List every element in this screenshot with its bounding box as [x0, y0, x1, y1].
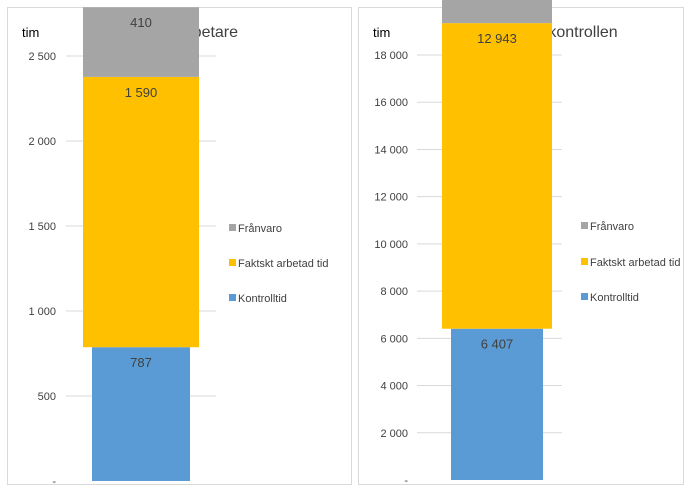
bar-segment-kontrolltid [92, 347, 190, 481]
y-tick-label: 10 000 [374, 239, 408, 251]
y-axis-unit: tim [373, 25, 390, 40]
y-tick-label: 1 000 [28, 306, 56, 318]
y-axis-unit: tim [22, 25, 39, 40]
legend-swatch [581, 293, 588, 300]
bar-segment-faktskt-arbetad-tid [83, 76, 199, 348]
data-label: 1 590 [125, 85, 158, 100]
data-label: 12 943 [477, 31, 517, 46]
legend-label: Faktskt arbetad tid [590, 257, 681, 269]
legend-label: Frånvaro [590, 221, 634, 233]
y-tick-label: 16 000 [374, 97, 408, 109]
bar-segment-faktskt-arbetad-tid [442, 23, 552, 329]
data-label: 410 [130, 15, 152, 30]
legend-swatch [581, 222, 588, 229]
y-tick-label: 500 [38, 391, 56, 403]
y-tick-label: 6 000 [380, 333, 408, 345]
y-tick-label: 12 000 [374, 192, 408, 204]
y-tick-label: 2 500 [28, 51, 56, 63]
bar-segment-frånvaro [83, 7, 199, 77]
legend-swatch [229, 224, 236, 231]
y-tick-label: 14 000 [374, 144, 408, 156]
bar-segment-kontrolltid [451, 328, 543, 480]
data-label: 787 [130, 355, 152, 370]
y-tick-label: - [404, 475, 408, 487]
y-tick-label: - [52, 476, 56, 487]
legend-label: Frånvaro [238, 223, 282, 235]
y-tick-label: 2 000 [380, 428, 408, 440]
legend-swatch [581, 258, 588, 265]
legend-swatch [229, 294, 236, 301]
y-tick-label: 2 000 [28, 136, 56, 148]
y-tick-label: 8 000 [380, 286, 408, 298]
legend-swatch [229, 259, 236, 266]
legend-label: Kontrolltid [590, 292, 639, 304]
legend-label: Kontrolltid [238, 293, 287, 305]
y-tick-label: 1 500 [28, 221, 56, 233]
data-label: 6 407 [481, 337, 514, 352]
bar-segment-frånvaro [442, 0, 552, 24]
legend-label: Faktskt arbetad tid [238, 258, 329, 270]
y-tick-label: 18 000 [374, 50, 408, 62]
y-tick-label: 4 000 [380, 381, 408, 393]
